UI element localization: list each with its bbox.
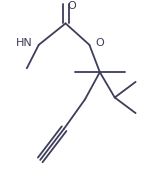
Text: O: O (95, 38, 104, 48)
Text: HN: HN (16, 38, 33, 48)
Text: O: O (67, 1, 76, 11)
